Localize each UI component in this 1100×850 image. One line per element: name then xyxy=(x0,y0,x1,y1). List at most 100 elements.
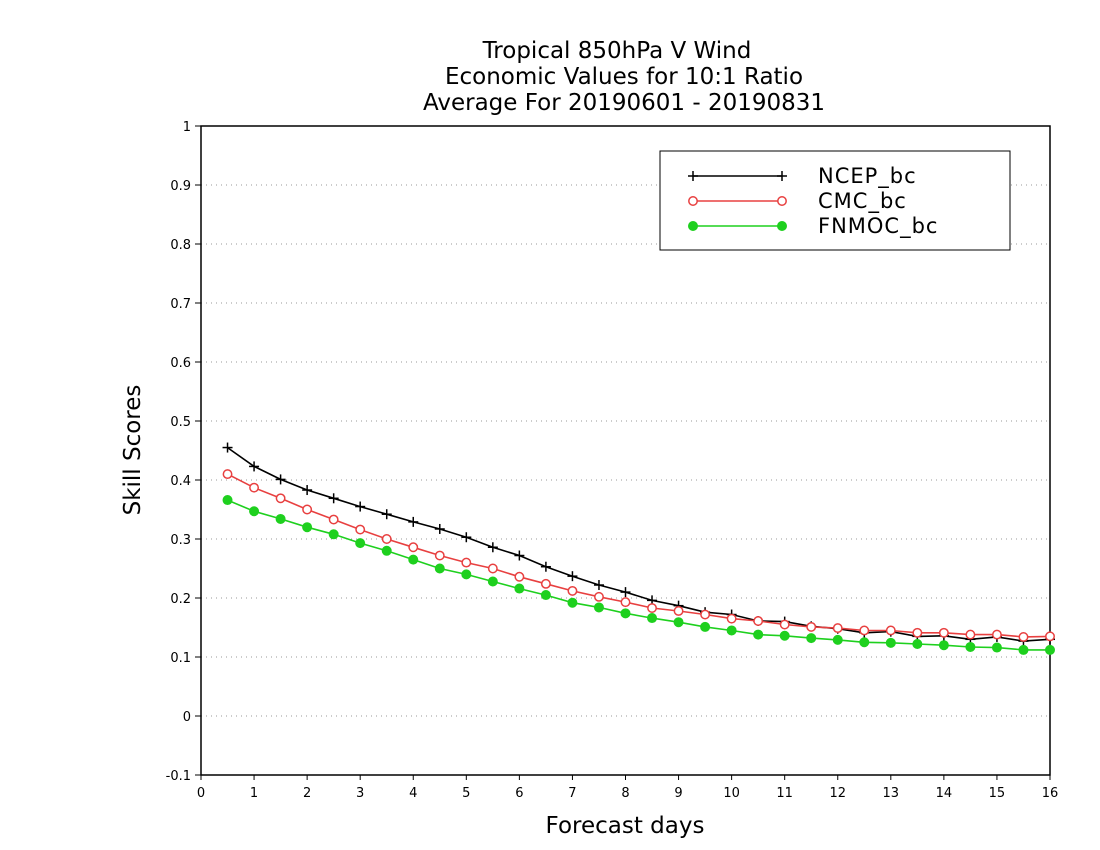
data-point-cmc-bc xyxy=(647,603,657,613)
y-tick-label: 0.6 xyxy=(170,356,191,371)
legend-entry-ncep-bc: NCEP_bc xyxy=(688,164,917,189)
y-tick-label: -0.1 xyxy=(166,769,191,784)
data-point-cmc-bc xyxy=(381,534,392,544)
x-tick-label: 7 xyxy=(568,786,576,801)
title-line-2: Economic Values for 10:1 Ratio xyxy=(445,64,803,90)
data-point-cmc-bc xyxy=(991,629,1002,640)
legend-marker xyxy=(688,171,698,181)
x-tick-label: 16 xyxy=(1042,786,1059,801)
data-point-fnmoc-bc xyxy=(567,597,578,608)
data-point-cmc-bc xyxy=(328,514,339,525)
y-tick-label: 0.4 xyxy=(170,474,191,489)
x-tick-label: 6 xyxy=(515,786,523,801)
data-point-fnmoc-bc xyxy=(249,506,260,517)
data-point-cmc-bc xyxy=(355,524,366,535)
data-point-fnmoc-bc xyxy=(302,522,313,533)
data-point-cmc-bc xyxy=(912,627,923,638)
legend-marker xyxy=(777,221,787,231)
y-tick-label: 0.3 xyxy=(170,533,191,548)
data-point-cmc-bc xyxy=(461,557,472,568)
y-tick-label: 0 xyxy=(183,710,191,725)
data-point-ncep-bc xyxy=(408,516,419,527)
data-point-ncep-bc xyxy=(222,442,233,453)
data-point-ncep-bc xyxy=(461,532,472,543)
series-fnmoc-bc xyxy=(222,495,1055,655)
data-point-fnmoc-bc xyxy=(1045,644,1055,655)
x-tick-label: 0 xyxy=(197,786,205,801)
data-point-fnmoc-bc xyxy=(593,602,604,613)
x-tick-label: 15 xyxy=(989,786,1006,801)
legend-box xyxy=(659,150,1011,251)
data-point-cmc-bc xyxy=(965,629,976,640)
legend-label: NCEP_bc xyxy=(818,164,917,189)
data-point-fnmoc-bc xyxy=(912,639,923,650)
x-tick-label: 8 xyxy=(621,786,629,801)
legend-label: CMC_bc xyxy=(818,189,907,214)
data-point-cmc-bc xyxy=(487,563,498,574)
data-point-cmc-bc xyxy=(832,623,843,634)
data-point-cmc-bc xyxy=(700,609,711,620)
data-point-cmc-bc xyxy=(885,625,896,636)
data-point-ncep-bc xyxy=(434,523,445,534)
data-point-fnmoc-bc xyxy=(832,634,843,645)
legend-label: FNMOC_bc xyxy=(818,214,938,239)
data-point-cmc-bc xyxy=(779,619,790,630)
data-point-cmc-bc xyxy=(726,613,737,624)
data-point-cmc-bc xyxy=(540,578,551,589)
data-point-fnmoc-bc xyxy=(726,625,737,636)
data-point-cmc-bc xyxy=(434,550,445,561)
data-point-ncep-bc xyxy=(249,461,260,472)
data-point-fnmoc-bc xyxy=(673,617,684,628)
data-point-cmc-bc xyxy=(753,616,764,626)
data-point-ncep-bc xyxy=(275,474,286,485)
x-tick-label: 14 xyxy=(936,786,953,801)
data-point-ncep-bc xyxy=(487,542,498,553)
data-point-fnmoc-bc xyxy=(222,495,233,506)
series-layer xyxy=(222,442,1055,655)
data-point-fnmoc-bc xyxy=(275,513,286,524)
data-point-cmc-bc xyxy=(673,606,684,616)
legend-marker xyxy=(688,196,698,206)
data-point-cmc-bc xyxy=(275,493,286,504)
series-line-ncep-bc xyxy=(227,446,1051,642)
data-point-fnmoc-bc xyxy=(1018,644,1029,655)
data-point-ncep-bc xyxy=(328,493,339,504)
data-point-cmc-bc xyxy=(594,591,604,602)
data-point-ncep-bc xyxy=(302,485,313,496)
y-axis-title: Skill Scores xyxy=(120,385,146,516)
x-tick-label: 5 xyxy=(462,786,470,801)
x-tick-label: 3 xyxy=(356,786,364,801)
data-point-fnmoc-bc xyxy=(991,642,1002,653)
x-tick-label: 9 xyxy=(674,786,682,801)
y-tick-label: 1 xyxy=(183,120,191,135)
y-tick-label: 0.2 xyxy=(170,592,191,607)
series-line-fnmoc-bc xyxy=(227,499,1050,651)
data-point-cmc-bc xyxy=(859,625,870,636)
data-point-cmc-bc xyxy=(408,542,419,553)
data-point-fnmoc-bc xyxy=(434,563,445,574)
data-point-ncep-bc xyxy=(593,580,604,591)
data-point-fnmoc-bc xyxy=(779,630,790,641)
data-point-cmc-bc xyxy=(249,482,260,493)
data-point-fnmoc-bc xyxy=(647,613,658,624)
x-tick-label: 12 xyxy=(829,786,846,801)
data-point-ncep-bc xyxy=(620,587,631,598)
data-point-ncep-bc xyxy=(381,509,392,520)
y-tick-label: 0.9 xyxy=(170,179,191,194)
data-point-fnmoc-bc xyxy=(620,608,631,619)
data-point-fnmoc-bc xyxy=(381,545,392,556)
data-point-fnmoc-bc xyxy=(938,640,949,651)
y-axis: -0.1 0 0.1 0.2 0.3 0.4 0.5 0.6 0.7 0.8 0.9 1 xyxy=(166,120,201,784)
x-axis-title: Forecast days xyxy=(546,813,705,839)
data-point-cmc-bc xyxy=(806,621,817,632)
data-point-cmc-bc xyxy=(222,469,233,480)
x-tick-label: 1 xyxy=(250,786,258,801)
data-point-fnmoc-bc xyxy=(355,538,366,549)
title-line-3: Average For 20190601 - 20190831 xyxy=(423,90,825,116)
data-point-cmc-bc xyxy=(938,627,949,638)
legend-marker xyxy=(688,221,698,231)
data-point-fnmoc-bc xyxy=(514,583,525,594)
legend-marker xyxy=(777,196,787,206)
